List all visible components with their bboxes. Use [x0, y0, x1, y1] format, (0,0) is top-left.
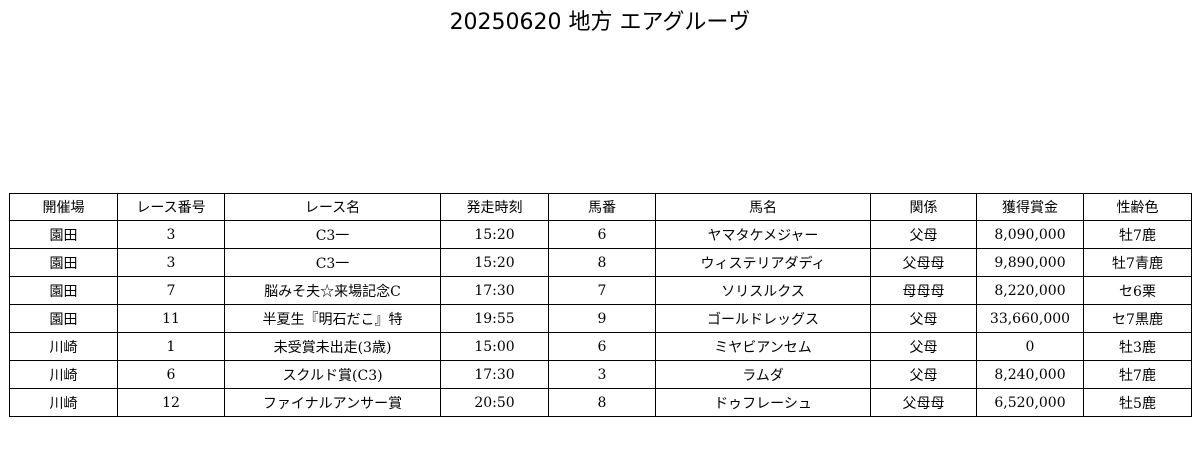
cell-race-number: 7	[117, 276, 225, 305]
cell-venue: 園田	[9, 220, 118, 249]
header-race-number: レース番号	[117, 193, 225, 221]
header-horse-name: 馬名	[655, 193, 871, 221]
cell-horse-number: 6	[548, 332, 656, 361]
cell-venue: 川崎	[9, 388, 118, 417]
table-row: 園田 3 C3一 15:20 6 ヤマタケメジャー 父母 8,090,000 牡7鹿	[9, 220, 1192, 249]
race-table: 開催場 レース番号 レース名 発走時刻 馬番 馬名 関係 獲得賞金 性齢色 園田 3 C3一 15:2…	[9, 193, 1192, 417]
header-race-name: レース名	[224, 193, 441, 221]
cell-horse-number: 8	[548, 248, 656, 277]
cell-horse-name: ミヤビアンセム	[655, 332, 871, 361]
cell-race-name: 脳みそ夫☆来場記念C	[224, 276, 441, 305]
cell-relation: 父母	[870, 332, 977, 361]
cell-horse-number: 8	[548, 388, 656, 417]
cell-race-number: 11	[117, 304, 225, 333]
cell-post-time: 20:50	[440, 388, 549, 417]
cell-horse-number: 3	[548, 360, 656, 389]
cell-prize-money: 9,890,000	[976, 248, 1084, 277]
cell-prize-money: 6,520,000	[976, 388, 1084, 417]
cell-race-name: 未受賞未出走(3歳)	[224, 332, 441, 361]
cell-relation: 父母母	[870, 248, 977, 277]
cell-relation: 母母母	[870, 276, 977, 305]
table-header-row: 開催場 レース番号 レース名 発走時刻 馬番 馬名 関係 獲得賞金 性齢色	[9, 193, 1192, 221]
cell-horse-number: 9	[548, 304, 656, 333]
table-row: 川崎 6 スクルド賞(C3) 17:30 3 ラムダ 父母 8,240,000 牡7鹿	[9, 360, 1192, 389]
cell-post-time: 15:20	[440, 248, 549, 277]
cell-post-time: 19:55	[440, 304, 549, 333]
cell-race-name: C3一	[224, 220, 441, 249]
cell-race-name: ファイナルアンサー賞	[224, 388, 441, 417]
cell-prize-money: 8,220,000	[976, 276, 1084, 305]
cell-horse-name: ヤマタケメジャー	[655, 220, 871, 249]
cell-venue: 川崎	[9, 332, 118, 361]
cell-race-number: 6	[117, 360, 225, 389]
cell-post-time: 17:30	[440, 276, 549, 305]
header-venue: 開催場	[9, 193, 118, 221]
cell-race-number: 12	[117, 388, 225, 417]
cell-race-name: スクルド賞(C3)	[224, 360, 441, 389]
cell-race-number: 1	[117, 332, 225, 361]
cell-prize-money: 8,090,000	[976, 220, 1084, 249]
table-row: 園田 11 半夏生『明石だこ』特 19:55 9 ゴールドレッグス 父母 33,660,000…	[9, 304, 1192, 333]
cell-venue: 園田	[9, 276, 118, 305]
cell-horse-name: ウィステリアダディ	[655, 248, 871, 277]
cell-race-name: 半夏生『明石だこ』特	[224, 304, 441, 333]
cell-post-time: 15:20	[440, 220, 549, 249]
page-title: 20250620 地方 エアグルーヴ	[449, 10, 751, 35]
cell-horse-name: ラムダ	[655, 360, 871, 389]
cell-venue: 川崎	[9, 360, 118, 389]
table-row: 川崎 1 未受賞未出走(3歳) 15:00 6 ミヤビアンセム 父母 0 牡3鹿	[9, 332, 1192, 361]
cell-relation: 父母	[870, 220, 977, 249]
cell-sex-age-color: 牡7鹿	[1083, 220, 1192, 249]
cell-venue: 園田	[9, 304, 118, 333]
cell-relation: 父母	[870, 360, 977, 389]
cell-relation: 父母	[870, 304, 977, 333]
header-prize-money: 獲得賞金	[976, 193, 1084, 221]
cell-horse-name: ソリスルクス	[655, 276, 871, 305]
cell-prize-money: 33,660,000	[976, 304, 1084, 333]
cell-horse-number: 6	[548, 220, 656, 249]
cell-prize-money: 0	[976, 332, 1084, 361]
cell-post-time: 17:30	[440, 360, 549, 389]
header-post-time: 発走時刻	[440, 193, 549, 221]
cell-sex-age-color: セ6栗	[1083, 276, 1192, 305]
header-relation: 関係	[870, 193, 977, 221]
table-row: 川崎 12 ファイナルアンサー賞 20:50 8 ドゥフレーシュ 父母母 6,520,000 牡…	[9, 388, 1192, 417]
header-horse-number: 馬番	[548, 193, 656, 221]
cell-venue: 園田	[9, 248, 118, 277]
cell-horse-name: ゴールドレッグス	[655, 304, 871, 333]
cell-prize-money: 8,240,000	[976, 360, 1084, 389]
cell-horse-number: 7	[548, 276, 656, 305]
cell-horse-name: ドゥフレーシュ	[655, 388, 871, 417]
table-row: 園田 3 C3一 15:20 8 ウィステリアダディ 父母母 9,890,000 牡7青鹿	[9, 248, 1192, 277]
cell-sex-age-color: 牡5鹿	[1083, 388, 1192, 417]
cell-sex-age-color: 牡7鹿	[1083, 360, 1192, 389]
cell-sex-age-color: セ7黒鹿	[1083, 304, 1192, 333]
cell-race-number: 3	[117, 248, 225, 277]
cell-relation: 父母母	[870, 388, 977, 417]
header-sex-age-color: 性齢色	[1083, 193, 1192, 221]
cell-post-time: 15:00	[440, 332, 549, 361]
cell-sex-age-color: 牡3鹿	[1083, 332, 1192, 361]
cell-race-name: C3一	[224, 248, 441, 277]
cell-race-number: 3	[117, 220, 225, 249]
table-row: 園田 7 脳みそ夫☆来場記念C 17:30 7 ソリスルクス 母母母 8,220,000 セ6栗	[9, 276, 1192, 305]
cell-sex-age-color: 牡7青鹿	[1083, 248, 1192, 277]
